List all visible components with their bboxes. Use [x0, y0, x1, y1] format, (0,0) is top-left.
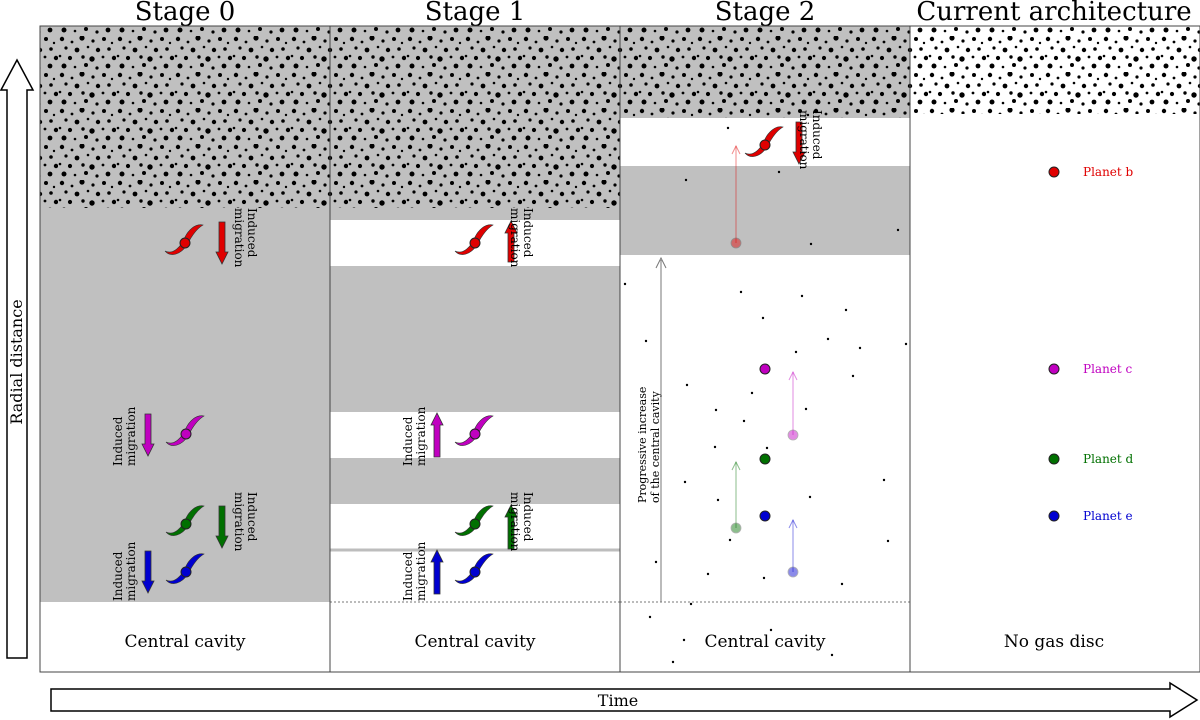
stage1-label-d-line2: migration: [508, 492, 522, 552]
scattered-dust: [623, 126, 908, 664]
stage0-arrow-e: [141, 550, 155, 594]
time-axis-label: Time: [598, 691, 638, 710]
stage1-label-c-line2: migration: [414, 406, 428, 466]
stage-1-panel: Central cavity: [330, 26, 620, 652]
stage2-planet-b: [744, 126, 784, 157]
dust-ring: [40, 26, 330, 208]
planet-dot: [180, 428, 192, 440]
stage1-planet-b: [454, 224, 494, 255]
stage0-planet-c: [165, 415, 205, 446]
final-planet-label-c: Planet c: [1083, 362, 1133, 376]
final-planet-d: [1048, 453, 1060, 465]
stage0-arrow-d: [215, 505, 229, 549]
stage0-arrow-c: [141, 413, 155, 457]
dust-ring: [620, 26, 910, 118]
stage0-label-d-line2: migration: [232, 492, 246, 552]
dust-ring: [330, 26, 620, 208]
current-architecture-panel: No gas disc: [910, 26, 1200, 652]
stage1-arrow-b: [504, 220, 518, 263]
radial-axis-label: Radial distance: [7, 299, 26, 424]
stage-3-title: Current architecture: [916, 0, 1191, 27]
gas-ring: [620, 166, 910, 255]
stage2-d-shift-head: [731, 460, 741, 471]
stage2-b-shift-head: [731, 144, 741, 155]
stage2-arrow-b: [792, 121, 806, 165]
stage-0-bottom-label: Central cavity: [124, 632, 245, 652]
stage0-label-d-line1: Induced: [245, 492, 259, 542]
stage1-label-c-line1: Induced: [401, 416, 415, 466]
stage0-planet-e: [165, 553, 205, 584]
gas-disc: [40, 208, 330, 602]
stage1-planet-e: [454, 553, 494, 584]
stage2-d-shift-old-position: [730, 522, 742, 534]
planet-dot: [469, 518, 481, 530]
stage-0-panel: Central cavity: [40, 26, 330, 652]
stage1-arrow-e: [430, 549, 444, 595]
stage0-label-b-line1: Induced: [245, 208, 259, 258]
final-planet-label-d: Planet d: [1083, 452, 1134, 466]
stage2-planet-d: [759, 453, 771, 465]
cavity-growth-arrowhead: [655, 256, 667, 269]
stage1-arrow-d: [504, 504, 518, 550]
final-planet-label-b: Planet b: [1083, 165, 1134, 179]
stage2-planet-e: [759, 510, 771, 522]
stage0-label-e-line1: Induced: [111, 551, 125, 601]
stage-2-bottom-label: Central cavity: [704, 632, 825, 652]
final-planet-c: [1048, 363, 1060, 375]
planet-dot: [180, 566, 192, 578]
stage0-planet-b: [164, 224, 204, 255]
stage1-label-b-line1: Induced: [521, 208, 535, 258]
stage0-label-c-line1: Induced: [111, 416, 125, 466]
planet-dot: [469, 428, 481, 440]
stage1-arrow-c: [430, 412, 444, 458]
stage2-c-shift-head: [788, 370, 798, 381]
stage0-label-e-line2: migration: [124, 541, 138, 601]
cavity-note-line2: of the central cavity: [649, 390, 662, 503]
stage0-planet-d: [165, 505, 205, 536]
stage1-label-e-line1: Induced: [401, 551, 415, 601]
gas-ring: [330, 458, 620, 504]
planet-dot: [180, 518, 192, 530]
planet-dot: [469, 566, 481, 578]
time-arrow: [50, 681, 1199, 719]
dust-ring: [910, 26, 1200, 114]
stage2-label-b-line1: Induced: [810, 110, 824, 160]
final-planet-b: [1048, 166, 1060, 178]
final-planet-e: [1048, 510, 1060, 522]
stage-1-bottom-label: Central cavity: [414, 632, 535, 652]
stage-3-bottom-label: No gas disc: [1004, 632, 1104, 652]
planet-dot: [179, 237, 191, 249]
stage-2-title: Stage 2: [715, 0, 816, 27]
stage-0-title: Stage 0: [135, 0, 236, 27]
stage2-e-shift-old-position: [787, 566, 799, 578]
gas-ring: [330, 266, 620, 412]
stage0-label-b-line2: migration: [232, 208, 246, 268]
planet-dot: [469, 237, 481, 249]
stage2-c-shift-old-position: [787, 429, 799, 441]
final-planet-label-e: Planet e: [1083, 509, 1133, 523]
stage2-e-shift-head: [788, 518, 798, 529]
stage1-planet-d: [454, 505, 494, 536]
stage1-label-b-line2: migration: [508, 208, 522, 268]
stage1-label-e-line2: migration: [414, 541, 428, 601]
stage2-label-b-line2: migration: [797, 110, 811, 170]
stage0-arrow-b: [215, 221, 229, 265]
stage2-b-shift-old-position: [730, 237, 742, 249]
stage-2-panel: Progressive increase of the central cavi…: [620, 26, 910, 664]
stage0-label-c-line2: migration: [124, 406, 138, 466]
radial-distance-arrow: [0, 58, 35, 659]
cavity-note-line1: Progressive increase: [636, 387, 649, 503]
stage1-planet-c: [454, 415, 494, 446]
planet-dot: [759, 139, 771, 151]
stage-1-title: Stage 1: [425, 0, 526, 27]
gas-ring: [330, 208, 620, 220]
stage2-planet-c: [759, 363, 771, 375]
stage1-label-d-line1: Induced: [521, 492, 535, 542]
